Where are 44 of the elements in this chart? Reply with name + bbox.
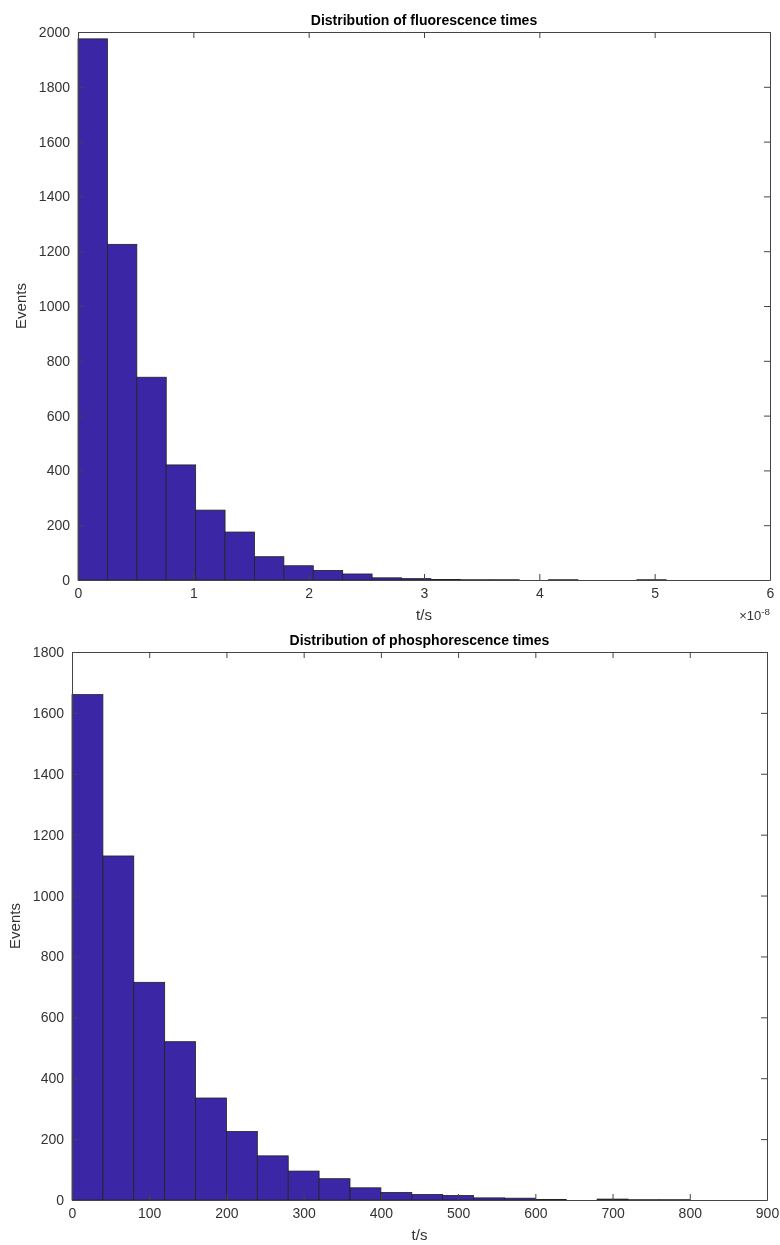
x-tick-label: 3 bbox=[420, 584, 429, 601]
x-tick-label: 0 bbox=[74, 584, 83, 601]
y-tick-label: 0 bbox=[56, 1191, 65, 1208]
x-tick-label: 600 bbox=[524, 1204, 548, 1221]
x-tick-label: 4 bbox=[535, 584, 544, 601]
y-tick-label: 1800 bbox=[38, 78, 71, 95]
x-tick-label: 200 bbox=[215, 1204, 239, 1221]
x-tick-label: 100 bbox=[138, 1204, 162, 1221]
y-tick-label: 1200 bbox=[38, 243, 71, 260]
x-tick-label: 2 bbox=[305, 584, 314, 601]
x-tick-label: 6 bbox=[766, 584, 775, 601]
y-tick-label: 1800 bbox=[32, 643, 65, 660]
x-tick-label: 5 bbox=[651, 584, 660, 601]
y-tick-label: 1200 bbox=[32, 826, 65, 843]
x-tick-label: 900 bbox=[755, 1204, 780, 1221]
x-tick-label: 300 bbox=[292, 1204, 317, 1221]
y-tick-label: 400 bbox=[40, 1070, 65, 1087]
y-tick-label: 1600 bbox=[32, 704, 65, 721]
x-tick-label: 500 bbox=[446, 1204, 471, 1221]
x-tick-label: 1 bbox=[189, 584, 198, 601]
y-tick-label: 200 bbox=[46, 517, 71, 534]
chart-title: Distribution of fluorescence times bbox=[310, 12, 538, 28]
y-axis-title: Events bbox=[12, 283, 29, 329]
x-tick-label: 700 bbox=[601, 1204, 625, 1221]
y-tick-label: 400 bbox=[46, 462, 71, 479]
y-tick-label: 1400 bbox=[32, 765, 65, 782]
x-axis-title: t/s bbox=[411, 1226, 428, 1243]
y-tick-label: 600 bbox=[40, 1009, 65, 1026]
y-tick-label: 0 bbox=[62, 571, 71, 588]
y-tick-label: 2000 bbox=[38, 23, 71, 40]
y-tick-label: 600 bbox=[46, 407, 71, 424]
chart-title: Distribution of phosphorescence times bbox=[289, 632, 550, 648]
y-tick-label: 1400 bbox=[38, 188, 71, 205]
y-tick-label: 1000 bbox=[38, 297, 71, 314]
y-tick-label: 1000 bbox=[32, 887, 65, 904]
y-axis-title: Events bbox=[6, 903, 23, 949]
text: ×10$^{-8}$ bbox=[739, 605, 770, 623]
x-axis-title: t/s bbox=[416, 606, 432, 623]
x-tick-label: 800 bbox=[678, 1204, 703, 1221]
x-tick-label: 400 bbox=[369, 1204, 394, 1221]
y-tick-label: 800 bbox=[40, 948, 65, 965]
y-tick-label: 1600 bbox=[38, 133, 71, 150]
y-tick-label: 800 bbox=[46, 352, 71, 369]
y-tick-label: 200 bbox=[40, 1131, 65, 1148]
